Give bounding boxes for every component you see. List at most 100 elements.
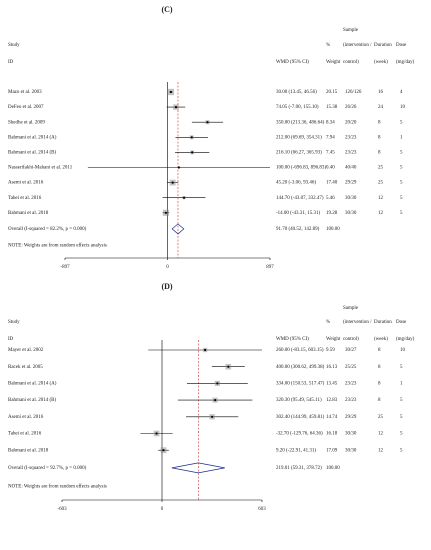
wmd-ci: 144.70 (-43.07, 332.47) [276,196,324,201]
wmd-ci: 45.20 (-3.06, 93.46) [276,181,316,186]
dose: 5 [400,398,403,403]
wmd-ci: 320.30 (95.49, 545.11) [276,398,322,403]
wmd-ci: 260.00 (-83.15, 603.15) [276,348,324,353]
dose: 5 [400,415,403,420]
header: ID [8,337,14,342]
duration: 25 [378,415,384,420]
point-estimate [162,449,165,452]
study-name: Nasserifakhi-Mahani et al. 2011 [8,166,73,171]
point-estimate [174,106,178,109]
dose: 5 [400,448,403,453]
weight: 17.40 [326,181,338,186]
header: (intervention / [343,43,372,48]
weight: 9.59 [326,348,335,353]
weight: 19.28 [326,211,338,216]
header: WMD (95% CI) [276,60,309,65]
point-estimate [191,151,194,154]
point-estimate [155,432,158,435]
weight: 7.45 [326,151,335,156]
weight: 0.40 [326,166,335,171]
weight: 16.18 [326,432,338,437]
study-name: Tabei et al. 2016 [8,196,42,201]
study-name: Bahmani et al. 2014 (A) [8,135,57,140]
duration: 8 [378,120,381,125]
overall-weight: 100.00 [326,227,340,232]
point-estimate [190,136,193,139]
point-estimate [169,90,173,94]
duration: 8 [378,135,381,140]
overall-diamond [171,462,225,474]
wmd-ci: 30.00 (13.45, 46.56) [276,90,317,95]
header: WMD (95% CI) [276,337,309,342]
point-estimate [182,196,186,199]
sample: 23/23 [345,151,357,156]
weight: 17.09 [326,448,338,453]
panel-label: (C) [161,5,172,14]
wmd-ci: -14.00 (-43.31, 15.31) [276,211,320,216]
duration: 12 [378,448,384,453]
overall-weight: 100.00 [326,466,340,471]
wmd-ci: -32.70 (-129.76, 64.36) [276,432,323,437]
dose: 10 [400,105,406,110]
header: ID [8,60,14,65]
overall-diamond [171,223,185,235]
weight: 14.74 [326,415,338,420]
sample: 30/30 [345,211,357,216]
header: control) [343,60,359,65]
duration: 16 [378,90,384,95]
duration: 8 [378,151,381,156]
wmd-ci: 350.00 (213.36, 486.64) [276,120,325,125]
overall-wmd: 91.70 (40.52, 142.89) [276,227,320,232]
panel-label: (D) [161,282,172,291]
wmd-ci: 216.10 (66.27, 365.93) [276,151,322,156]
x-tick-label: -897 [60,265,70,270]
dose: 5 [400,211,403,216]
header: (week) [374,337,388,342]
sample: 26/26 [345,105,357,110]
study-name: Shedhe et al. 2009 [8,120,45,125]
point-estimate [216,382,219,385]
weight: 13.45 [326,382,338,387]
wmd-ci: 74.05 (-7.00, 155.10) [276,105,319,110]
dose: 1 [400,382,403,387]
study-name: Bahmani et al. 2014 (B) [8,151,57,156]
sample: 25/25 [345,365,357,370]
duration: 8 [378,398,381,403]
sample: 126/126 [345,90,362,95]
duration: 25 [378,166,384,171]
weight: 7.94 [326,135,335,140]
header: Sample [343,306,359,311]
dose: 10 [400,348,406,353]
weight: 16.13 [326,365,338,370]
dose: 5 [400,196,403,201]
weight: 20.15 [326,90,338,95]
note: NOTE: Weights are from random effects an… [8,244,107,249]
study-name: Racek et al. 2005 [8,365,43,370]
x-tick-label: 0 [166,265,169,270]
point-estimate [171,181,174,184]
duration: 8 [378,382,381,387]
header: (intervention / [343,320,372,325]
dose: 5 [400,120,403,125]
overall-wmd: 219.01 (59.31, 378.72) [276,466,322,471]
wmd-ci: 302.40 (144.99, 459.81) [276,415,325,420]
duration: 25 [378,181,384,186]
wmd-ci: 100.00 (-696.83, 896.83) [276,166,326,171]
dose: 4 [400,90,403,95]
note: NOTE: Weights are from random effects an… [8,484,107,489]
header: % [326,43,330,48]
wmd-ci: 334.00 (150.53, 517.47) [276,382,325,387]
x-tick-label: 0 [161,507,164,512]
weight: 5.46 [326,196,335,201]
weight: 8.34 [326,120,335,125]
study-name: Tabei et al. 2016 [8,432,42,437]
sample: 30/27 [345,348,357,353]
overall-label: Overall (I-squared = 92.7%, p = 0.000) [8,466,87,471]
sample: 30/30 [345,432,357,437]
duration: 12 [378,432,384,437]
study-name: Bahmani et al. 2014 (B) [8,398,57,403]
dose: 5 [400,166,403,171]
sample: 23/23 [345,382,357,387]
dose: 5 [400,151,403,156]
